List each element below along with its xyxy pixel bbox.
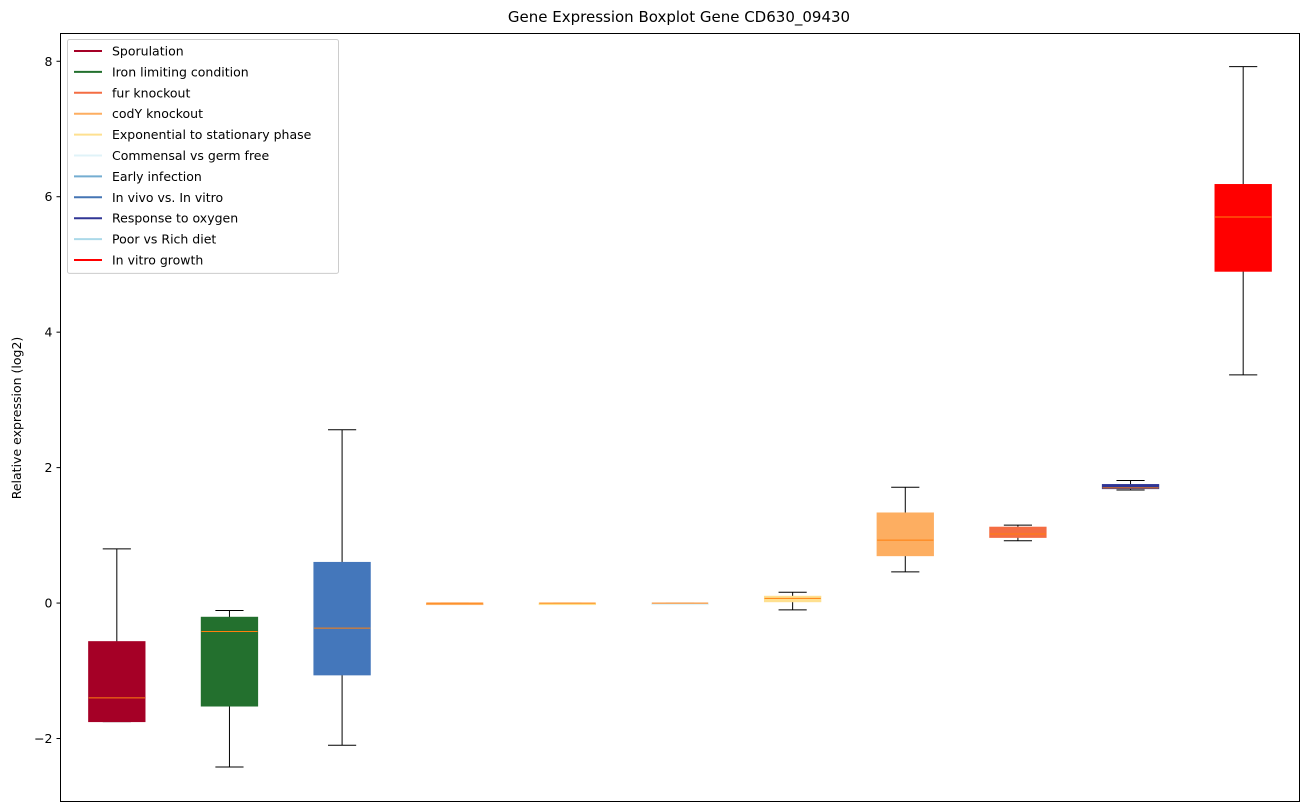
y-tick-label: 6 [45, 189, 53, 204]
box-9 [989, 524, 1047, 542]
box-body [313, 561, 371, 676]
y-tick-label: 2 [45, 460, 53, 475]
legend-label: codY knockout [112, 106, 203, 121]
legend-label: Response to oxygen [112, 211, 238, 226]
legend-label: In vitro growth [112, 253, 203, 268]
legend-item: Response to oxygen [74, 211, 238, 226]
box-body [876, 512, 934, 557]
legend-box [67, 39, 339, 274]
y-axis: −2 0 2 4 6 8 [34, 54, 61, 746]
legend-item: Commensal vs germ free [74, 148, 269, 163]
box-4 [426, 602, 484, 606]
legend-label: Sporulation [112, 44, 184, 59]
box-2 [200, 610, 259, 768]
box-1 [88, 548, 146, 723]
chart-title: Gene Expression Boxplot Gene CD630_09430 [508, 8, 850, 27]
y-tick-label: 4 [45, 325, 53, 340]
legend-item: Poor vs Rich diet [74, 232, 216, 247]
legend-item: codY knockout [74, 106, 203, 121]
legend-label: Commensal vs germ free [112, 148, 269, 163]
plot-area [88, 66, 1272, 768]
plot-frame [60, 33, 1300, 802]
box-7 [763, 591, 822, 611]
box-body [1101, 484, 1160, 490]
box-8 [876, 486, 934, 573]
y-tick-label: −2 [34, 731, 52, 746]
legend-item: In vitro growth [74, 253, 203, 268]
legend-label: In vivo vs. In vitro [112, 190, 223, 205]
legend-item: Exponential to stationary phase [74, 127, 312, 142]
legend-label: fur knockout [112, 85, 190, 100]
box-body [88, 641, 146, 723]
box-11 [1214, 66, 1272, 376]
box-body [200, 616, 259, 707]
legend: Sporulation Iron limiting condition fur kn… [67, 39, 339, 274]
box-10 [1101, 479, 1160, 491]
legend-item: Sporulation [74, 44, 184, 59]
legend-label: Poor vs Rich diet [112, 232, 216, 247]
box-body [763, 595, 822, 603]
legend-item: Iron limiting condition [74, 64, 249, 79]
box-body [1214, 184, 1272, 272]
legend-item: Early infection [74, 169, 202, 184]
legend-label: Early infection [112, 169, 202, 184]
box-6 [651, 602, 709, 606]
y-tick-label: 0 [45, 596, 53, 611]
legend-item: fur knockout [74, 85, 190, 100]
box-body [989, 526, 1047, 538]
legend-label: Exponential to stationary phase [112, 127, 312, 142]
box-3 [313, 429, 371, 746]
box-5 [538, 602, 597, 606]
legend-label: Iron limiting condition [112, 64, 249, 79]
y-tick-label: 8 [45, 54, 53, 69]
legend-item: In vivo vs. In vitro [74, 190, 223, 205]
y-axis-label: Relative expression (log2) [9, 337, 24, 500]
